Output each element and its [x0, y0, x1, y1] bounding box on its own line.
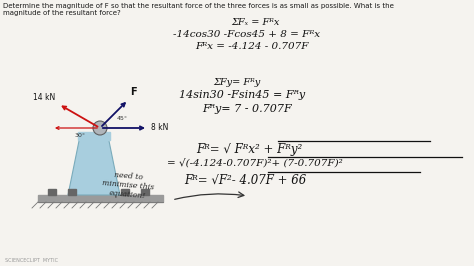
Text: 45°: 45° [117, 116, 128, 121]
Text: need to
minimise this
equation!: need to minimise this equation! [101, 170, 155, 201]
Text: F: F [130, 87, 137, 97]
Text: Fᴿy= 7 - 0.707F: Fᴿy= 7 - 0.707F [202, 104, 292, 114]
Text: SCIENCECLIPT  MYTIC: SCIENCECLIPT MYTIC [5, 258, 58, 263]
Bar [38, 195, 163, 202]
Text: Fᴿx = -4.124 - 0.707F: Fᴿx = -4.124 - 0.707F [195, 42, 309, 51]
Text: Fᴿ= √ Fᴿx² + Fᴿy²: Fᴿ= √ Fᴿx² + Fᴿy² [196, 143, 302, 156]
Text: 8 kN: 8 kN [151, 123, 168, 132]
Text: ΣFy= Fᴿy: ΣFy= Fᴿy [213, 78, 261, 87]
Bar [48, 189, 56, 195]
Text: 14 kN: 14 kN [33, 93, 55, 102]
Text: 14sin30 -Fsin45 = Fᴿy: 14sin30 -Fsin45 = Fᴿy [179, 90, 305, 100]
Text: = √(-4.124-0.707F)²+ (7-0.707F)²: = √(-4.124-0.707F)²+ (7-0.707F)² [167, 158, 343, 168]
Bar [121, 189, 129, 195]
Bar [78, 132, 110, 140]
Polygon shape [68, 136, 120, 195]
Text: ΣFₓ = Fᴿx: ΣFₓ = Fᴿx [231, 18, 279, 27]
Text: Fᴿ= √F²- 4.07F + 66: Fᴿ= √F²- 4.07F + 66 [184, 174, 306, 187]
Text: 30°: 30° [74, 133, 85, 138]
Text: -14cos30 -Fcos45 + 8 = Fᴿx: -14cos30 -Fcos45 + 8 = Fᴿx [173, 30, 320, 39]
Text: Determine the magnitude of F so that the resultant force of the three forces is : Determine the magnitude of F so that the… [3, 3, 394, 16]
Bar [68, 189, 76, 195]
Circle shape [93, 121, 107, 135]
Bar [141, 189, 149, 195]
